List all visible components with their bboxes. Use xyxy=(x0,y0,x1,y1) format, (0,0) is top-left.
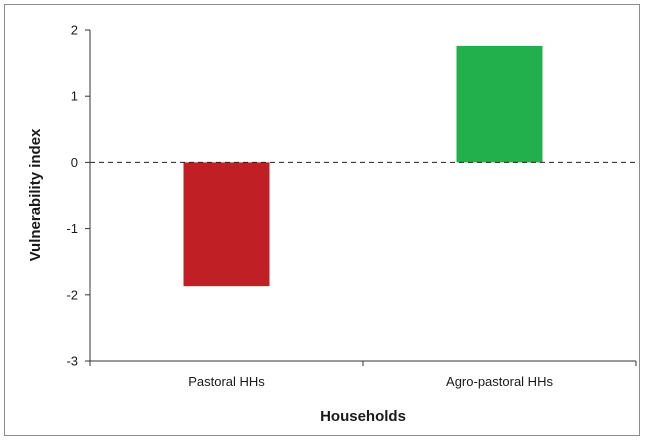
bar-agro-pastoral-hhs xyxy=(456,45,543,163)
y-tick-label: -2 xyxy=(66,287,78,302)
y-tick-label: 1 xyxy=(71,89,78,104)
y-tick-label: -3 xyxy=(66,354,78,369)
bar-pastoral-hhs xyxy=(183,162,270,287)
y-tick-label: 2 xyxy=(71,23,78,38)
x-category-label: Agro-pastoral HHs xyxy=(446,374,553,389)
plot-area: 2 1 0 -1 -2 -3 Pastoral HHs Agro-pastoral HHs xyxy=(66,23,637,389)
y-tick-label: 0 xyxy=(71,155,78,170)
y-axis-title: Vulnerability index xyxy=(27,128,44,261)
y-tick-label: -1 xyxy=(66,221,78,236)
x-category-label: Pastoral HHs xyxy=(188,374,265,389)
x-axis-title: Households xyxy=(320,408,406,425)
